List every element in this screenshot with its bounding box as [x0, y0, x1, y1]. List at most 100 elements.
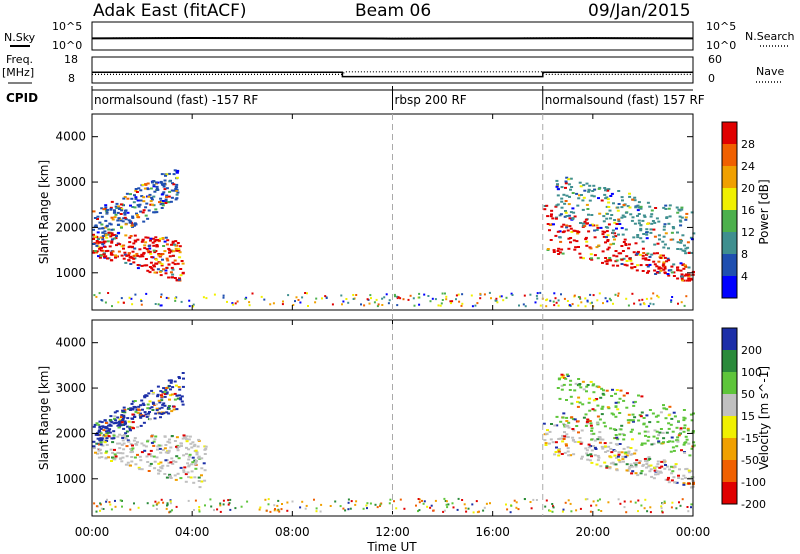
velocity-data-cell [344, 509, 347, 512]
power-data-cell [652, 260, 656, 263]
power-data-cell [546, 215, 550, 218]
power-data-cell [644, 258, 648, 261]
power-data-cell [96, 218, 99, 220]
power-data-cell [128, 236, 132, 239]
power-data-cell [690, 238, 694, 241]
power-data-cell [669, 238, 673, 241]
velocity-data-cell [590, 504, 593, 507]
power-data-cell [612, 254, 616, 257]
power-data-cell [97, 255, 100, 258]
power-data-cell [132, 255, 136, 257]
velocity-data-cell [586, 384, 590, 386]
velocity-data-cell [169, 499, 172, 502]
velocity-data-cell [592, 399, 596, 402]
velocity-data-cell [155, 407, 159, 410]
velocity-data-cell [620, 451, 624, 454]
power-data-cell [687, 273, 691, 276]
velocity-data-cell [105, 440, 109, 442]
velocity-data-cell [654, 473, 657, 476]
power-colorbar-tick-label: 20 [741, 182, 755, 195]
power-data-cell [104, 255, 108, 258]
velocity-data-cell [690, 486, 694, 489]
power-data-cell [593, 254, 597, 257]
power-data-cell [582, 184, 586, 187]
power-data-cell [149, 200, 153, 203]
velocity-data-cell [130, 408, 134, 411]
velocity-data-cell [246, 500, 249, 503]
velocity-data-cell [593, 446, 597, 449]
y-tick-label: 3000 [55, 175, 86, 189]
velocity-data-cell [434, 499, 437, 502]
power-data-cell [173, 243, 176, 246]
power-data-cell [130, 224, 134, 227]
velocity-data-cell [563, 451, 567, 454]
power-data-cell [129, 220, 133, 223]
power-data-cell [628, 195, 632, 198]
velocity-data-cell [688, 454, 692, 457]
velocity-data-cell [112, 434, 116, 437]
power-data-cell [629, 259, 633, 262]
velocity-data-cell [185, 452, 188, 455]
power-data-cell [156, 268, 160, 271]
power-data-cell [659, 256, 663, 259]
velocity-data-cell [679, 428, 683, 431]
velocity-data-cell [609, 462, 613, 465]
power-data-cell [96, 241, 100, 244]
velocity-data-cell [683, 427, 686, 430]
power-data-cell [161, 258, 164, 261]
velocity-data-cell [93, 502, 96, 505]
power-data-cell [569, 177, 573, 180]
velocity-data-cell [631, 470, 635, 473]
power-data-cell [623, 263, 627, 266]
power-data-cell [581, 208, 585, 211]
velocity-data-cell [654, 415, 658, 418]
power-data-cell [99, 249, 103, 252]
velocity-data-cell [98, 434, 102, 437]
power-data-cell [558, 230, 562, 233]
power-data-cell [92, 243, 96, 245]
power-data-cell [440, 302, 443, 305]
velocity-data-cell [586, 454, 590, 457]
power-data-cell [680, 301, 683, 304]
power-data-cell [110, 240, 114, 243]
power-data-cell [680, 239, 683, 242]
velocity-data-cell [114, 505, 117, 508]
power-data-cell [146, 236, 150, 239]
velocity-data-cell [106, 431, 110, 434]
velocity-data-cell [107, 456, 110, 459]
power-data-cell [170, 196, 174, 199]
velocity-data-cell [610, 451, 614, 454]
power-data-cell [652, 252, 656, 255]
power-data-cell [370, 297, 372, 300]
power-data-cell [672, 227, 676, 230]
power-data-cell [174, 244, 178, 247]
velocity-data-cell [145, 455, 149, 458]
power-data-cell [129, 235, 133, 237]
power-data-cell [689, 236, 693, 239]
velocity-data-cell [102, 426, 106, 429]
velocity-data-cell [563, 431, 566, 434]
velocity-data-cell [168, 473, 172, 476]
x-tick-label: 08:00 [275, 525, 310, 539]
velocity-data-cell [692, 441, 696, 444]
velocity-data-cell [686, 429, 690, 432]
velocity-data-cell [197, 476, 201, 479]
power-data-cell [555, 185, 559, 188]
power-data-cell [168, 255, 172, 258]
noise-axis-right-bottom: 10^0 [706, 39, 736, 52]
velocity-data-cell [675, 507, 678, 510]
power-data-cell [679, 262, 683, 265]
velocity-data-cell [607, 501, 610, 504]
velocity-data-cell [142, 444, 146, 447]
velocity-data-cell [565, 399, 568, 401]
velocity-data-cell [655, 437, 659, 440]
power-data-cell [287, 294, 290, 297]
velocity-data-cell [608, 467, 612, 470]
velocity-data-cell [168, 438, 171, 441]
velocity-data-cell [106, 498, 108, 501]
velocity-data-cell [122, 427, 126, 430]
power-data-cell [649, 215, 653, 218]
power-data-cell [585, 222, 589, 225]
power-data-cell [495, 297, 498, 300]
power-data-cell [92, 238, 95, 240]
